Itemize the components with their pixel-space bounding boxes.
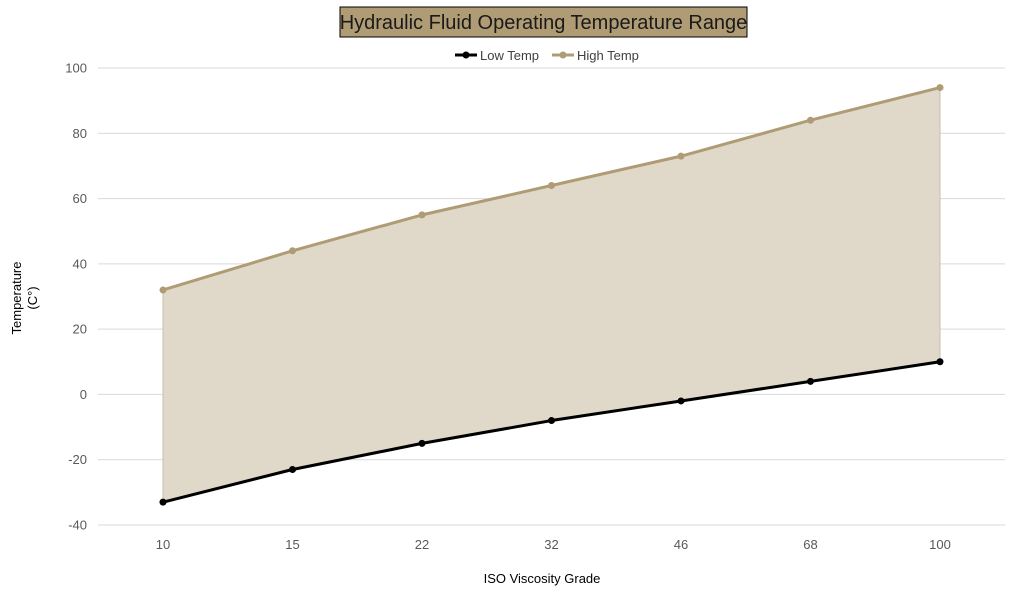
x-tick-label: 32 [544,537,558,552]
y-tick-label: 60 [73,191,87,206]
data-point-high-temp [418,211,426,219]
y-axis-title-line-1: Temperature [9,262,24,335]
legend-label-high-temp: High Temp [577,48,639,63]
x-tick-label: 22 [415,537,429,552]
data-point-low-temp [159,498,167,506]
y-tick-label: 40 [73,256,87,271]
y-tick-label: 20 [73,322,87,337]
x-axis-title: ISO Viscosity Grade [484,571,601,586]
data-point-low-temp [936,358,944,366]
y-tick-label: -20 [68,452,87,467]
series-high-temp [159,84,944,294]
legend-item-low-temp: Low Temp [455,48,539,63]
x-tick-label: 15 [285,537,299,552]
temperature-band [162,86,941,503]
data-point-low-temp [677,397,685,405]
x-tick-label: 10 [156,537,170,552]
data-point-high-temp [807,116,814,124]
data-point-high-temp [159,286,167,294]
x-axis-tick-labels: 10 15 22 32 46 68 100 [156,537,951,552]
data-point-low-temp [289,466,296,474]
y-tick-label: 100 [65,61,87,76]
data-point-high-temp [289,247,296,255]
chart-title: Hydraulic Fluid Operating Temperature Ra… [340,12,748,34]
legend-label-low-temp: Low Temp [480,48,539,63]
y-axis-tick-labels: 100 80 60 40 20 0 -20 -40 [65,61,87,533]
x-tick-label: 46 [674,537,688,552]
series-low-temp [159,358,944,506]
legend-marker-high-temp [559,51,567,59]
x-tick-label: 100 [929,537,951,552]
legend-marker-low-temp [462,51,470,59]
data-point-high-temp [677,152,685,160]
series-layer [159,84,944,506]
data-point-low-temp [418,439,426,447]
data-point-low-temp [548,417,555,425]
chart-title-box [339,6,748,38]
y-tick-label: -40 [68,518,87,533]
chart-title-group: Hydraulic Fluid Operating Temperature Ra… [339,6,748,38]
chart-legend: Low Temp High Temp [455,48,639,63]
data-point-low-temp [807,377,814,385]
y-tick-label: 80 [73,126,87,141]
y-axis-title: Temperature (C°) [9,262,40,335]
legend-item-high-temp: High Temp [552,48,639,63]
temperature-band-layer [162,86,941,503]
data-point-high-temp [548,182,555,190]
x-tick-label: 68 [803,537,817,552]
y-axis-title-line-2: (C°) [25,286,40,309]
data-point-high-temp [936,84,944,92]
y-tick-label: 0 [80,387,87,402]
